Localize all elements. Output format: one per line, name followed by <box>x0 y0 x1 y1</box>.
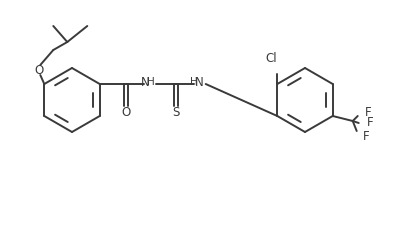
Text: N: N <box>196 76 204 88</box>
Text: S: S <box>172 107 179 119</box>
Text: Cl: Cl <box>265 52 277 65</box>
Text: F: F <box>365 107 371 119</box>
Text: O: O <box>35 64 44 77</box>
Text: H: H <box>147 77 154 87</box>
Text: O: O <box>121 107 130 119</box>
Text: F: F <box>367 116 373 130</box>
Text: F: F <box>363 131 369 143</box>
Text: N: N <box>141 76 150 88</box>
Text: H: H <box>190 77 198 87</box>
